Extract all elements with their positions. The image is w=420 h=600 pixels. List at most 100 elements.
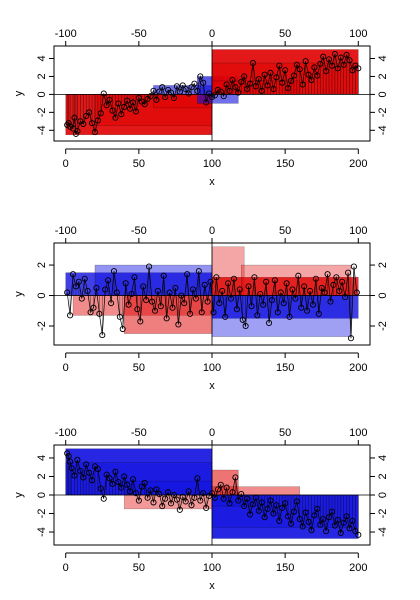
data-point <box>106 475 113 482</box>
data-point <box>290 72 297 79</box>
x-tick-label: 200 <box>349 362 367 374</box>
data-point <box>325 56 333 63</box>
data-point <box>222 313 229 320</box>
data-point <box>189 286 197 293</box>
data-point <box>323 68 330 75</box>
data-point <box>345 269 352 276</box>
data-point <box>210 309 217 316</box>
data-point <box>84 287 91 295</box>
data-point <box>182 85 189 93</box>
data-point <box>156 491 163 498</box>
data-point <box>69 271 77 278</box>
data-point <box>238 491 245 498</box>
x-axis-label: x <box>209 580 215 592</box>
y-tick-label-right: 2 <box>377 262 389 268</box>
data-point <box>308 76 315 84</box>
data-point <box>203 99 210 106</box>
data-point <box>100 90 107 97</box>
data-point <box>213 274 220 281</box>
data-point <box>86 469 93 476</box>
x-tick-label: 100 <box>203 362 221 374</box>
data-point <box>116 313 123 320</box>
panel-1: 0 50 100 150 200 -100 -50 0 50 100 -4 -4 -2 -2 0 0 2 2 4 4 x… <box>13 28 389 188</box>
data-point <box>296 516 303 523</box>
data-point <box>225 280 232 287</box>
x-tick-label: 100 <box>203 562 221 574</box>
y-tick-label: -2 <box>36 509 48 519</box>
data-point <box>216 300 223 307</box>
data-point <box>330 281 337 288</box>
data-point <box>230 275 237 282</box>
top-tick-label: 50 <box>279 28 291 40</box>
data-point <box>308 527 315 534</box>
data-point <box>146 263 153 270</box>
data-point <box>144 494 151 501</box>
data-point <box>239 316 246 323</box>
top-tick-label: 0 <box>209 28 215 40</box>
top-tick-label: -100 <box>55 225 77 237</box>
data-point <box>246 80 254 87</box>
series-line <box>66 453 359 536</box>
data-point <box>252 83 259 90</box>
data-point <box>115 478 122 486</box>
data-point <box>226 500 233 507</box>
data-point <box>314 72 321 79</box>
data-point <box>217 88 224 95</box>
data-point <box>289 286 296 293</box>
data-point <box>65 453 72 460</box>
data-point <box>150 499 157 506</box>
data-point <box>181 300 188 307</box>
data-point <box>65 120 72 127</box>
data-point <box>200 490 207 497</box>
data-point <box>232 474 239 481</box>
data-point <box>173 83 180 90</box>
data-point <box>131 274 138 281</box>
y-tick-label: -4 <box>36 527 48 537</box>
data-point <box>268 297 276 304</box>
data-point <box>197 73 204 80</box>
data-point <box>255 507 262 514</box>
data-point <box>94 466 101 473</box>
data-point <box>306 287 314 295</box>
x-axis-label: x <box>209 380 215 392</box>
data-point <box>346 525 353 532</box>
data-point <box>264 82 271 89</box>
data-point <box>337 54 344 61</box>
y-tick-label-right: 0 <box>377 292 389 298</box>
data-point <box>113 289 120 296</box>
data-point <box>157 303 164 310</box>
data-point <box>327 298 334 305</box>
data-point <box>274 309 281 316</box>
data-point <box>223 81 230 88</box>
data-point <box>121 103 128 111</box>
data-point <box>211 92 218 99</box>
data-point <box>352 528 359 535</box>
data-point <box>185 488 192 495</box>
data-point <box>311 512 318 519</box>
data-point <box>81 275 88 282</box>
y-tick-label: 0 <box>36 292 48 298</box>
data-point <box>162 94 169 101</box>
y-tick-label: 2 <box>36 473 48 479</box>
data-point <box>293 61 300 68</box>
data-point <box>309 301 316 308</box>
panel-3: 0 50 100 150 200 -100 -50 0 50 100 -4 -4 -2 -2 0 0 2 2 4 4 x… <box>13 427 389 592</box>
data-point <box>315 310 322 317</box>
data-point <box>188 84 195 91</box>
data-point <box>320 53 327 60</box>
data-point <box>132 108 139 115</box>
data-point <box>276 517 283 524</box>
data-point <box>285 85 292 92</box>
data-point <box>159 503 166 510</box>
data-point <box>80 120 87 128</box>
x-tick-label: 150 <box>276 362 294 374</box>
data-point <box>261 514 268 521</box>
data-point <box>163 315 170 322</box>
data-point <box>110 268 118 275</box>
top-tick-label: 0 <box>209 225 215 237</box>
data-point <box>317 521 324 528</box>
data-point <box>267 497 274 504</box>
data-point <box>156 88 163 95</box>
data-point <box>97 485 104 492</box>
data-point <box>148 298 156 305</box>
